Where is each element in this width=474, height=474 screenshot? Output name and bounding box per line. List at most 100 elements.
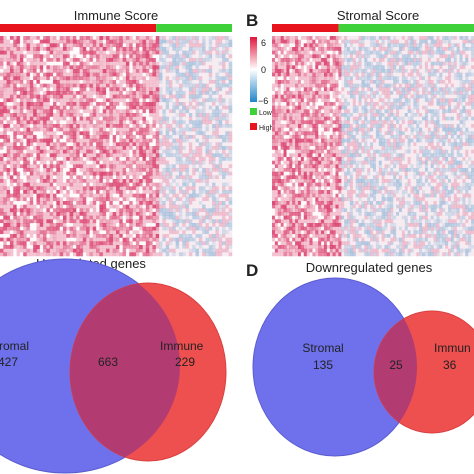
heatmap-cell bbox=[202, 87, 206, 92]
heatmap-cell bbox=[182, 179, 186, 183]
heatmap-cell bbox=[222, 226, 226, 231]
heatmap-cell bbox=[43, 179, 47, 183]
heatmap-cell bbox=[119, 193, 123, 198]
heatmap-cell bbox=[49, 58, 54, 62]
heatmap-cell bbox=[208, 197, 213, 202]
heatmap-cell bbox=[6, 94, 11, 99]
heatmap-cell bbox=[218, 208, 223, 213]
heatmap-cell bbox=[122, 226, 127, 231]
heatmap-cell bbox=[205, 175, 210, 180]
heatmap-cell bbox=[19, 146, 24, 150]
heatmap-cell bbox=[195, 61, 200, 66]
heatmap-cell bbox=[102, 76, 107, 81]
heatmap-cell bbox=[453, 61, 457, 66]
heatmap-cell bbox=[448, 58, 452, 62]
heatmap-cell bbox=[208, 50, 213, 55]
heatmap-cell bbox=[109, 91, 113, 95]
heatmap-cell bbox=[119, 54, 123, 59]
heatmap-cell bbox=[49, 76, 54, 81]
heatmap-cell bbox=[165, 94, 170, 99]
heatmap-cell bbox=[145, 83, 150, 88]
heatmap-cell bbox=[215, 54, 220, 59]
heatmap-cell bbox=[3, 182, 7, 187]
heatmap-cell bbox=[439, 54, 443, 59]
heatmap-cell bbox=[142, 124, 147, 128]
heatmap-cell bbox=[79, 61, 84, 66]
heatmap-cell bbox=[185, 124, 190, 128]
heatmap-cell bbox=[188, 98, 193, 103]
heatmap-cell bbox=[56, 124, 60, 128]
heatmap-cell bbox=[335, 65, 339, 70]
heatmap-cell bbox=[442, 61, 446, 66]
heatmap-cell bbox=[142, 87, 147, 92]
heatmap-cell bbox=[465, 72, 469, 77]
heatmap-cell bbox=[109, 43, 113, 48]
heatmap-cell bbox=[398, 61, 403, 66]
heatmap-cell bbox=[62, 153, 67, 158]
heatmap-cell bbox=[149, 124, 153, 128]
heatmap-cell bbox=[175, 138, 180, 143]
heatmap-cell bbox=[175, 127, 180, 132]
heatmap-cell bbox=[92, 91, 97, 95]
heatmap-cell bbox=[159, 61, 163, 66]
color-legend: 6 0 −6 Low High bbox=[250, 37, 274, 132]
heatmap-cell bbox=[112, 120, 117, 125]
heatmap-cell bbox=[49, 142, 54, 147]
heatmap-cell bbox=[465, 43, 469, 48]
heatmap-cell bbox=[407, 65, 411, 70]
heatmap-cell bbox=[19, 252, 24, 257]
heatmap-cell bbox=[56, 36, 60, 40]
heatmap-cell bbox=[208, 201, 213, 205]
heatmap-cell bbox=[364, 39, 368, 44]
heatmap-cell bbox=[352, 39, 356, 44]
heatmap-cell bbox=[19, 171, 24, 176]
heatmap-cell bbox=[222, 94, 226, 99]
heatmap-cell bbox=[162, 157, 167, 161]
heatmap-cell bbox=[0, 54, 4, 59]
heatmap-cell bbox=[129, 142, 133, 147]
heatmap-cell bbox=[129, 219, 133, 224]
heatmap-cell bbox=[82, 223, 87, 227]
heatmap-cell bbox=[92, 135, 97, 139]
heatmap-cell bbox=[208, 83, 213, 88]
heatmap-cell bbox=[225, 245, 229, 249]
heatmap-cell bbox=[152, 190, 157, 194]
heatmap-cell bbox=[139, 135, 143, 139]
heatmap-cell bbox=[297, 65, 302, 70]
heatmap-cell bbox=[79, 175, 84, 180]
heatmap-cell bbox=[135, 113, 140, 117]
heatmap-cell bbox=[361, 58, 365, 62]
heatmap-cell bbox=[132, 245, 137, 249]
heatmap-cell bbox=[36, 58, 41, 62]
heatmap-cell bbox=[178, 201, 183, 205]
heatmap-cell bbox=[23, 245, 27, 249]
heatmap-cell bbox=[202, 193, 206, 198]
heatmap-cell bbox=[218, 157, 223, 161]
heatmap-cell bbox=[33, 204, 37, 209]
heatmap-cell bbox=[62, 131, 67, 136]
heatmap-cell bbox=[76, 76, 80, 81]
heatmap-cell bbox=[109, 102, 113, 106]
heatmap-cell bbox=[202, 43, 206, 48]
heatmap-cell bbox=[13, 212, 17, 216]
heatmap-cell bbox=[162, 146, 167, 150]
heatmap-cell bbox=[76, 116, 80, 121]
heatmap-cell bbox=[192, 208, 196, 213]
heatmap-cell bbox=[3, 179, 7, 183]
heatmap-cell bbox=[215, 171, 220, 176]
heatmap-cell bbox=[139, 61, 143, 66]
heatmap-cell bbox=[86, 120, 90, 125]
heatmap-cell bbox=[3, 109, 7, 114]
heatmap-cell bbox=[33, 248, 37, 253]
heatmap-cell bbox=[62, 197, 67, 202]
heatmap-cell bbox=[162, 149, 167, 154]
heatmap-cell bbox=[315, 50, 319, 55]
heatmap-cell bbox=[222, 190, 226, 194]
heatmap-cell bbox=[122, 208, 127, 213]
heatmap-cell bbox=[274, 65, 279, 70]
heatmap-cell bbox=[119, 234, 123, 238]
heatmap-cell bbox=[132, 212, 137, 216]
heatmap-cell bbox=[46, 215, 51, 220]
heatmap-cell bbox=[165, 58, 170, 62]
heatmap-cell bbox=[355, 47, 359, 51]
